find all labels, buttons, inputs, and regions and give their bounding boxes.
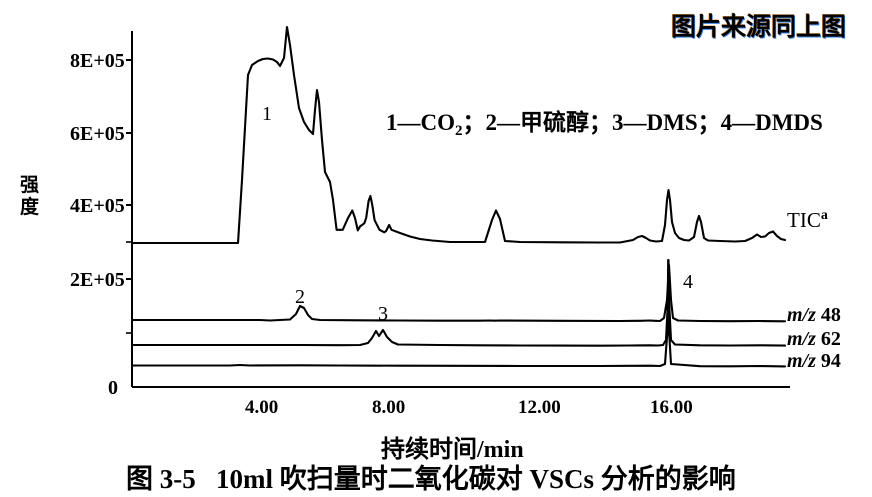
svg-text:2: 2 [295, 286, 305, 308]
svg-text:1: 1 [262, 103, 272, 125]
svg-text:3: 3 [378, 303, 388, 325]
svg-text:4: 4 [683, 271, 693, 293]
